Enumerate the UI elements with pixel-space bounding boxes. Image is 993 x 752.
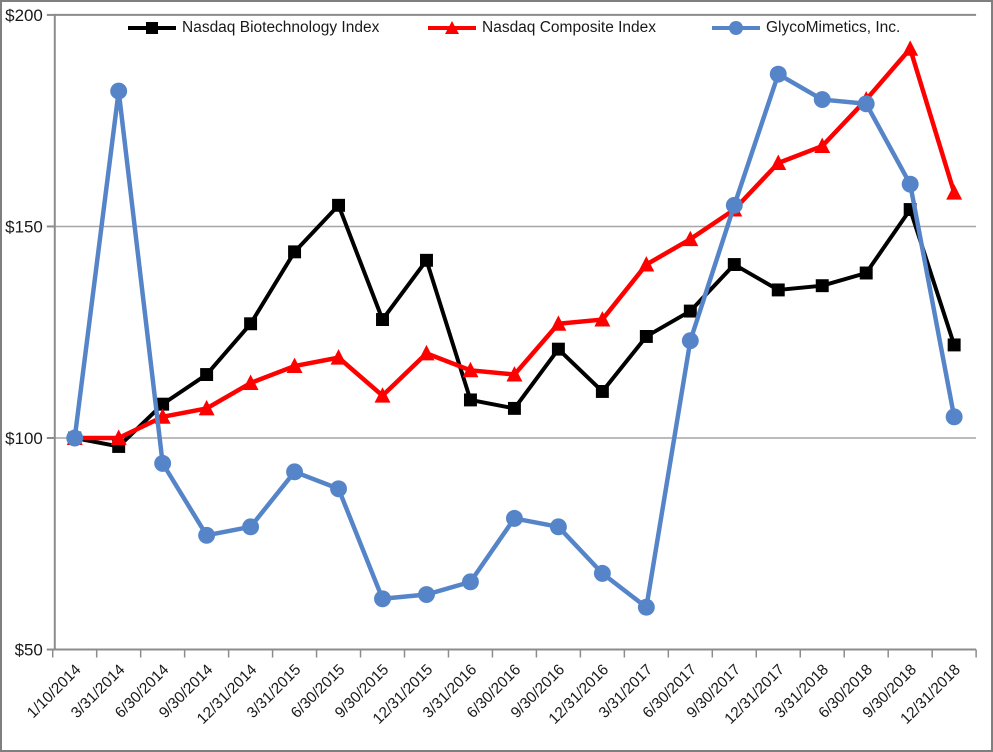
data-point [595, 384, 609, 398]
data-point [376, 313, 389, 327]
data-point [551, 342, 565, 356]
data-point [638, 256, 655, 272]
data-point [418, 344, 435, 361]
data-point [681, 332, 699, 350]
data-point [418, 586, 435, 603]
data-point [242, 518, 260, 536]
data-point [156, 397, 170, 411]
data-point [901, 175, 919, 193]
y-tick-label: $200 [5, 6, 43, 25]
data-point [198, 399, 215, 416]
data-point [66, 429, 84, 447]
data-point [462, 361, 479, 378]
data-point [902, 40, 919, 56]
data-point [420, 253, 433, 267]
data-point [505, 509, 523, 527]
data-point [550, 315, 567, 331]
data-point [549, 518, 567, 536]
data-point [946, 184, 963, 200]
data-point [242, 374, 259, 390]
data-point [815, 279, 829, 293]
data-point [859, 266, 873, 280]
data-point [374, 387, 391, 403]
data-point [594, 311, 611, 327]
y-tick-label: $150 [5, 217, 43, 236]
data-point [593, 564, 611, 582]
data-point [857, 95, 875, 113]
data-point [154, 454, 172, 472]
data-point [286, 357, 303, 374]
data-point [771, 283, 785, 297]
data-point [814, 137, 831, 154]
data-point [463, 393, 477, 407]
data-point [507, 401, 521, 415]
data-point [374, 590, 391, 608]
data-point [725, 196, 743, 214]
data-point [330, 349, 347, 365]
data-point [945, 408, 963, 426]
y-tick-label: $100 [5, 429, 43, 448]
data-point [682, 230, 699, 247]
data-point [683, 304, 697, 318]
data-point [286, 463, 304, 481]
data-point [770, 154, 787, 170]
data-point [947, 338, 961, 352]
data-point [288, 245, 302, 259]
data-point [769, 65, 787, 83]
data-point [332, 198, 346, 212]
data-point [461, 573, 479, 591]
data-point [506, 366, 523, 382]
data-point [637, 598, 655, 616]
data-point [727, 258, 741, 272]
y-tick-label: $50 [15, 641, 43, 660]
data-point [110, 429, 127, 445]
data-point [110, 82, 128, 100]
data-point [244, 317, 258, 331]
data-point [639, 329, 653, 343]
data-point [198, 526, 216, 544]
data-point [200, 368, 214, 382]
data-point [330, 480, 348, 498]
data-point [813, 91, 831, 108]
